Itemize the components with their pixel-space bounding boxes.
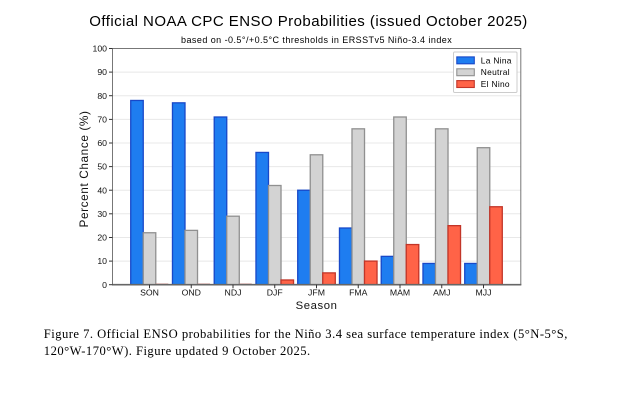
svg-text:90: 90 bbox=[97, 67, 107, 77]
svg-text:AMJ: AMJ bbox=[433, 287, 450, 297]
svg-text:100: 100 bbox=[93, 44, 108, 54]
svg-text:Percent Chance (%): Percent Chance (%) bbox=[77, 110, 91, 227]
svg-text:50: 50 bbox=[97, 162, 107, 172]
svg-text:20: 20 bbox=[97, 233, 107, 243]
svg-text:NDJ: NDJ bbox=[225, 287, 242, 297]
svg-text:JFM: JFM bbox=[308, 287, 325, 297]
svg-text:MJJ: MJJ bbox=[476, 287, 492, 297]
svg-text:FMA: FMA bbox=[349, 287, 368, 297]
svg-text:120°W-170°W). Figure updated 9: 120°W-170°W). Figure updated 9 October 2… bbox=[44, 344, 311, 358]
svg-text:based on -0.5°/+0.5°C threshol: based on -0.5°/+0.5°C thresholds in ERSS… bbox=[181, 35, 452, 45]
svg-text:80: 80 bbox=[97, 91, 107, 101]
svg-text:60: 60 bbox=[97, 138, 107, 148]
svg-text:Figure 7. Official ENSO probab: Figure 7. Official ENSO probabilities fo… bbox=[44, 327, 568, 341]
svg-text:30: 30 bbox=[97, 209, 107, 219]
svg-text:Neutral: Neutral bbox=[481, 67, 510, 77]
svg-text:La Nina: La Nina bbox=[481, 55, 512, 65]
svg-text:SON: SON bbox=[140, 287, 159, 297]
svg-text:El Nino: El Nino bbox=[481, 79, 510, 89]
svg-text:DJF: DJF bbox=[267, 287, 283, 297]
svg-text:MAM: MAM bbox=[390, 287, 410, 297]
svg-text:Season: Season bbox=[296, 300, 338, 312]
svg-text:Official NOAA CPC ENSO Probabi: Official NOAA CPC ENSO Probabilities (is… bbox=[89, 13, 528, 30]
svg-text:40: 40 bbox=[97, 185, 107, 195]
svg-text:10: 10 bbox=[97, 256, 107, 266]
svg-text:OND: OND bbox=[182, 287, 201, 297]
svg-text:0: 0 bbox=[102, 280, 107, 290]
svg-text:70: 70 bbox=[97, 115, 107, 125]
